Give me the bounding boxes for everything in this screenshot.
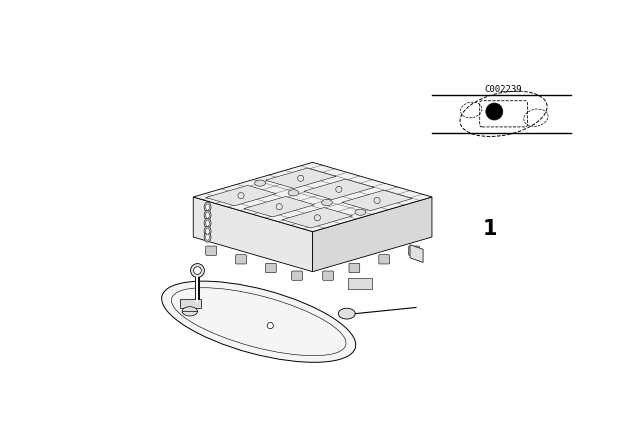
Ellipse shape [162, 281, 356, 362]
Ellipse shape [204, 226, 211, 236]
Ellipse shape [204, 218, 211, 228]
FancyBboxPatch shape [349, 263, 360, 273]
Polygon shape [266, 168, 336, 189]
Polygon shape [282, 207, 353, 228]
Ellipse shape [205, 212, 209, 218]
Ellipse shape [205, 228, 209, 234]
Ellipse shape [288, 190, 299, 196]
Polygon shape [193, 197, 312, 271]
FancyBboxPatch shape [379, 255, 390, 264]
Polygon shape [193, 162, 432, 232]
FancyBboxPatch shape [323, 271, 333, 280]
FancyBboxPatch shape [266, 263, 276, 273]
Polygon shape [206, 185, 276, 206]
Text: 1: 1 [483, 220, 497, 239]
Polygon shape [244, 197, 314, 217]
Ellipse shape [204, 232, 211, 242]
Polygon shape [180, 299, 202, 308]
FancyBboxPatch shape [236, 255, 246, 264]
Ellipse shape [339, 308, 355, 319]
Ellipse shape [204, 202, 211, 212]
Ellipse shape [321, 199, 332, 206]
Text: C002239: C002239 [484, 85, 522, 94]
Polygon shape [342, 190, 412, 211]
Circle shape [191, 263, 204, 277]
Ellipse shape [182, 307, 198, 316]
Polygon shape [312, 197, 432, 271]
Circle shape [267, 323, 273, 329]
Ellipse shape [205, 204, 209, 210]
Circle shape [194, 267, 202, 274]
Ellipse shape [255, 180, 266, 186]
Polygon shape [410, 245, 423, 263]
Ellipse shape [205, 234, 209, 240]
Polygon shape [348, 278, 372, 289]
Ellipse shape [355, 209, 365, 215]
FancyBboxPatch shape [206, 246, 216, 255]
FancyBboxPatch shape [409, 246, 419, 255]
FancyBboxPatch shape [292, 271, 303, 280]
Ellipse shape [205, 220, 209, 226]
Circle shape [486, 103, 503, 120]
Polygon shape [303, 179, 374, 199]
Ellipse shape [204, 210, 211, 220]
